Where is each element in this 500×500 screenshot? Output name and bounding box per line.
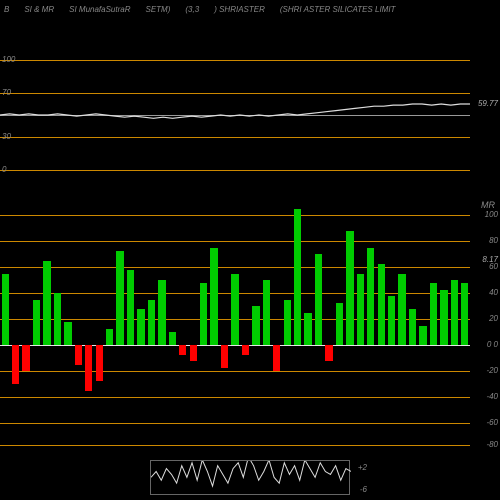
bar <box>409 309 416 345</box>
bar <box>336 303 343 345</box>
axis-label: 20 <box>489 314 498 323</box>
current-value-label: 59.77 <box>478 99 498 108</box>
axis-label: -20 <box>486 366 498 375</box>
axis-label: -6 <box>360 485 367 494</box>
bar <box>158 280 165 345</box>
bar <box>367 248 374 346</box>
bar <box>148 300 155 346</box>
gridline <box>0 267 470 268</box>
bar <box>116 251 123 345</box>
bar <box>357 274 364 346</box>
gridline <box>0 345 470 346</box>
bar <box>388 296 395 345</box>
bar <box>284 300 291 346</box>
bar <box>378 264 385 345</box>
bar <box>12 345 19 384</box>
bar <box>127 270 134 345</box>
gridline <box>0 215 470 216</box>
bar <box>252 306 259 345</box>
bar <box>221 345 228 368</box>
axis-label: -40 <box>486 392 498 401</box>
bar <box>22 345 29 371</box>
panel-label: MR <box>481 200 495 210</box>
bar <box>169 332 176 345</box>
bar <box>419 326 426 346</box>
bar <box>398 274 405 346</box>
bar <box>106 329 113 345</box>
bar <box>190 345 197 361</box>
bar <box>179 345 186 355</box>
bar <box>64 322 71 345</box>
bar <box>451 280 458 345</box>
gridline <box>0 397 470 398</box>
bar <box>346 231 353 345</box>
gridline <box>0 371 470 372</box>
header-item: SETM) <box>146 5 171 14</box>
bar <box>54 293 61 345</box>
bar <box>461 283 468 345</box>
bar <box>242 345 249 355</box>
bar <box>43 261 50 346</box>
gridline <box>0 170 470 171</box>
bar <box>200 283 207 345</box>
current-value-label: 8.17 <box>482 255 498 264</box>
axis-label: 100 <box>485 210 498 219</box>
bar <box>294 209 301 346</box>
axis-label: 40 <box>489 288 498 297</box>
bar <box>33 300 40 346</box>
bar <box>325 345 332 361</box>
header-item: (3,3 <box>185 5 199 14</box>
axis-label: -80 <box>486 440 498 449</box>
bar <box>304 313 311 346</box>
bar <box>96 345 103 381</box>
bar <box>273 345 280 371</box>
gridline <box>0 241 470 242</box>
axis-label: -60 <box>486 418 498 427</box>
mr-bar-chart: MR100806040200 0-20-40-60-808.17 <box>0 215 470 445</box>
gridline <box>0 445 470 446</box>
bar <box>231 274 238 346</box>
bar <box>210 248 217 346</box>
axis-label: 80 <box>489 236 498 245</box>
header-item: SI MunafaSutraR <box>69 5 130 14</box>
bar <box>85 345 92 391</box>
bar <box>75 345 82 365</box>
header-item: B <box>4 5 9 14</box>
bar <box>137 309 144 345</box>
axis-label: 0 0 <box>487 340 498 349</box>
rsi-line-chart: 1007030059.77 <box>0 60 470 170</box>
header-item: SI & MR <box>24 5 54 14</box>
header-item: (SHRI ASTER SILICATES LIMIT <box>280 5 396 14</box>
header-item: ) SHRIASTER <box>214 5 265 14</box>
gridline <box>0 423 470 424</box>
bar <box>315 254 322 345</box>
bar <box>2 274 9 346</box>
header-bar: B SI & MR SI MunafaSutraR SETM) (3,3 ) S… <box>0 0 500 18</box>
oscillator-chart: +2-6 <box>150 460 350 495</box>
bar <box>440 290 447 345</box>
chart-container: B SI & MR SI MunafaSutraR SETM) (3,3 ) S… <box>0 0 500 500</box>
axis-label: +2 <box>358 463 367 472</box>
bar <box>263 280 270 345</box>
bar <box>430 283 437 345</box>
